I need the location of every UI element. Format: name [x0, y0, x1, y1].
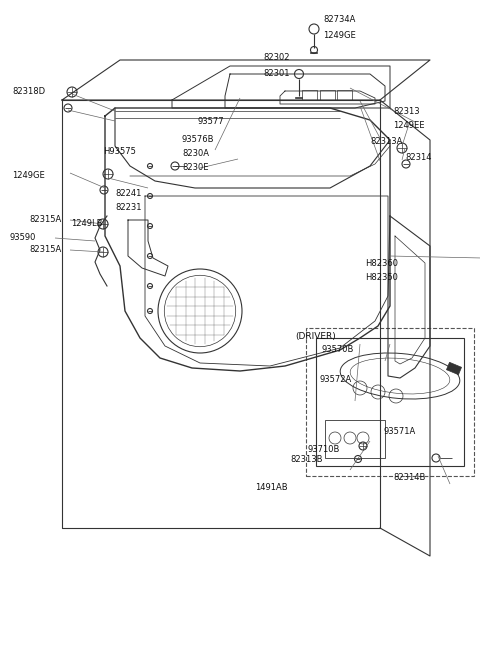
Bar	[302, 90, 317, 100]
Text: 1249GE: 1249GE	[323, 30, 356, 39]
Text: 82318D: 82318D	[12, 87, 45, 96]
Text: 1249EE: 1249EE	[393, 121, 424, 131]
Text: 93570B: 93570B	[322, 346, 354, 354]
Text: 93590: 93590	[9, 234, 36, 243]
Text: 82734A: 82734A	[323, 16, 355, 24]
Text: 82313B: 82313B	[290, 455, 323, 464]
Bar	[325, 420, 385, 458]
Text: 82231: 82231	[115, 203, 142, 211]
Bar	[316, 338, 464, 466]
Text: 1249LB: 1249LB	[71, 220, 103, 228]
Text: 82241: 82241	[115, 188, 142, 197]
Text: 8230A: 8230A	[182, 150, 209, 159]
Text: 82315A: 82315A	[29, 245, 61, 255]
Bar	[306, 328, 474, 476]
Text: 1491AB: 1491AB	[255, 483, 288, 493]
Text: H82350: H82350	[365, 274, 398, 283]
Text: 82302: 82302	[263, 54, 289, 62]
Text: 93576B: 93576B	[182, 134, 215, 144]
Text: H82360: H82360	[365, 260, 398, 268]
Text: 82314: 82314	[405, 154, 432, 163]
Text: 82314B: 82314B	[393, 474, 425, 483]
Bar	[337, 90, 352, 100]
Text: 82313A: 82313A	[370, 138, 402, 146]
Text: 93571A: 93571A	[384, 428, 416, 436]
Text: (DRIVER): (DRIVER)	[295, 331, 336, 340]
Text: 93577: 93577	[198, 117, 225, 127]
Text: 93572A: 93572A	[319, 375, 351, 384]
Text: 93710B: 93710B	[308, 445, 340, 453]
Bar	[320, 90, 335, 100]
Text: 82315A: 82315A	[29, 216, 61, 224]
FancyArrow shape	[446, 362, 462, 375]
Text: H93575: H93575	[103, 148, 136, 157]
Text: 82301: 82301	[263, 68, 289, 77]
Text: 8230E: 8230E	[182, 163, 208, 173]
Text: 82313: 82313	[393, 108, 420, 117]
Text: 1249GE: 1249GE	[12, 171, 45, 180]
